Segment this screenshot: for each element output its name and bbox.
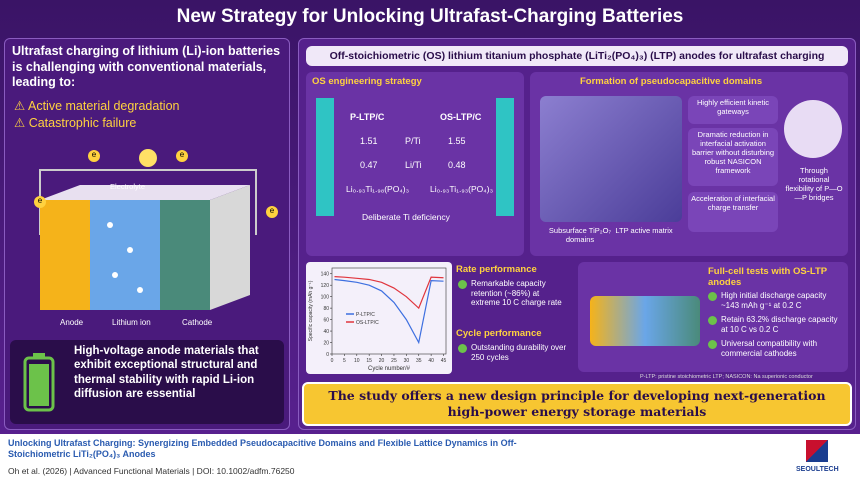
fullcell-image — [590, 296, 700, 346]
intro: Ultrafast charging of lithium (Li)-ion b… — [12, 44, 281, 90]
battery-side — [210, 185, 250, 310]
label: Cathode — [182, 318, 213, 327]
x-tick-label: 35 — [416, 358, 422, 364]
conclusion: High-voltage anode materials that exhibi… — [74, 345, 259, 401]
electron: e — [176, 150, 188, 162]
caption: Subsurface TiP₂O₇ domains — [548, 226, 612, 244]
y-tick-label: 80 — [323, 306, 329, 312]
point: High initial discharge capacity ~143 mAh… — [708, 291, 844, 310]
bridge-icon — [784, 100, 842, 158]
problem: ⚠ Catastrophic failure — [14, 115, 137, 130]
cell: 0.47 — [360, 160, 378, 170]
crystal-image — [540, 96, 682, 222]
legend-label: OS-LTP/C — [356, 320, 379, 326]
x-tick-label: 45 — [441, 358, 447, 364]
label: Lithium ion — [112, 318, 151, 327]
rate-chart: 0 20 40 60 80 100 120 140 0 5 10 15 20 25 30 35 40 45 Cycl… — [306, 262, 452, 374]
y-tick-label: 0 — [326, 352, 329, 358]
caption: Through rotational flexibility of P—O—P … — [785, 166, 843, 202]
battery-diagram — [39, 149, 257, 310]
y-axis-label: Specific capacity (mAh g⁻¹) — [308, 280, 314, 341]
citation: Oh et al. (2026) | Advanced Functional M… — [8, 466, 295, 476]
plot-frame — [331, 267, 447, 355]
slab — [496, 98, 514, 216]
cathode-block — [160, 200, 210, 310]
footer — [0, 434, 860, 484]
series-line — [334, 278, 444, 345]
caption: LTP active matrix — [615, 226, 673, 235]
point: Acceleration of interfacial charge trans… — [688, 192, 778, 232]
point: Universal compatibility with commercial … — [708, 339, 844, 358]
cell: Li/Ti — [405, 160, 422, 170]
battery-top — [40, 185, 250, 200]
point: Dramatic reduction in interfacial activa… — [688, 128, 778, 186]
heading: OS engineering strategy — [312, 76, 422, 87]
title: New Strategy for Unlocking Ultrafast-Cha… — [176, 6, 684, 27]
series-line — [334, 276, 444, 310]
heading: Full-cell tests with OS-LTP anodes — [708, 266, 827, 288]
x-tick-label: 10 — [354, 358, 360, 364]
problem: ⚠ Active material degradation — [14, 99, 180, 113]
footnote: P-LTP: pristine stoichiometric LTP; NASI… — [640, 374, 813, 380]
cell: 1.55 — [448, 136, 466, 146]
heading: Cycle performance — [456, 328, 542, 339]
strategy-box — [306, 72, 524, 256]
caption: Deliberate Ti deficiency — [362, 212, 450, 222]
logo: SEOULTECH — [796, 466, 839, 473]
point: Retain 63.2% discharge capacity at 10 C … — [708, 315, 844, 334]
y-tick-label: 140 — [321, 272, 330, 278]
y-tick-label: 40 — [323, 329, 329, 335]
x-tick-label: 40 — [428, 358, 434, 364]
x-tick-label: 5 — [343, 358, 346, 364]
heading: Formation of pseudocapacitive domains — [580, 76, 763, 87]
x-tick-label: 20 — [379, 358, 385, 364]
y-tick-label: 60 — [323, 318, 329, 324]
electron: e — [88, 150, 100, 162]
x-axis-label: Cycle number/# — [368, 366, 411, 372]
x-tick-label: 25 — [391, 358, 397, 364]
legend-label: P-LTP/C — [356, 312, 375, 318]
banner: The study offers a new design principle … — [302, 382, 852, 426]
cell: 1.51 — [360, 136, 378, 146]
heading: Rate performance — [456, 264, 537, 275]
conclusion-box — [10, 340, 284, 424]
x-tick-label: 0 — [331, 358, 334, 364]
formula: Li₀.₉₃Ti₁.₉₈(PO₄)₃ — [346, 184, 410, 194]
right-title: Off-stoichiometric (OS) lithium titanium… — [306, 46, 848, 66]
column-head: OS-LTP/C — [440, 112, 482, 122]
slab — [316, 98, 334, 216]
x-tick-label: 30 — [404, 358, 410, 364]
y-tick-label: 120 — [321, 283, 330, 289]
point: Highly efficient kinetic gateways — [688, 96, 778, 124]
electron: e — [34, 196, 46, 208]
cell: P/Ti — [405, 136, 421, 146]
x-tick-label: 15 — [366, 358, 372, 364]
problem-text: Catastrophic failure — [28, 115, 137, 130]
point: Remarkable capacity retention (~86%) at … — [458, 279, 570, 308]
footer-title: Unlocking Ultrafast Charging: Synergizin… — [8, 438, 517, 459]
problem-list: ⚠ Active material degradation ⚠ Catastro… — [14, 98, 179, 132]
y-tick-label: 100 — [321, 295, 330, 301]
label: Electrolyte — [110, 182, 146, 191]
battery-icon — [23, 353, 55, 412]
problem-text: Active material degradation — [28, 99, 180, 113]
bulb — [139, 149, 157, 167]
plot-bg — [306, 262, 452, 374]
logo-mark — [806, 440, 828, 462]
electron: e — [266, 206, 278, 218]
electrolyte-block — [90, 200, 160, 310]
label: Anode — [60, 318, 84, 327]
anode-block — [40, 200, 90, 310]
y-tick-label: 20 — [323, 341, 329, 347]
column-head: P-LTP/C — [350, 112, 385, 122]
formula: Li₀.₉₃Ti₁.₉₃(PO₄)₃ — [430, 184, 494, 194]
point: Outstanding durability over 250 cycles — [458, 343, 570, 362]
cell: 0.48 — [448, 160, 466, 170]
